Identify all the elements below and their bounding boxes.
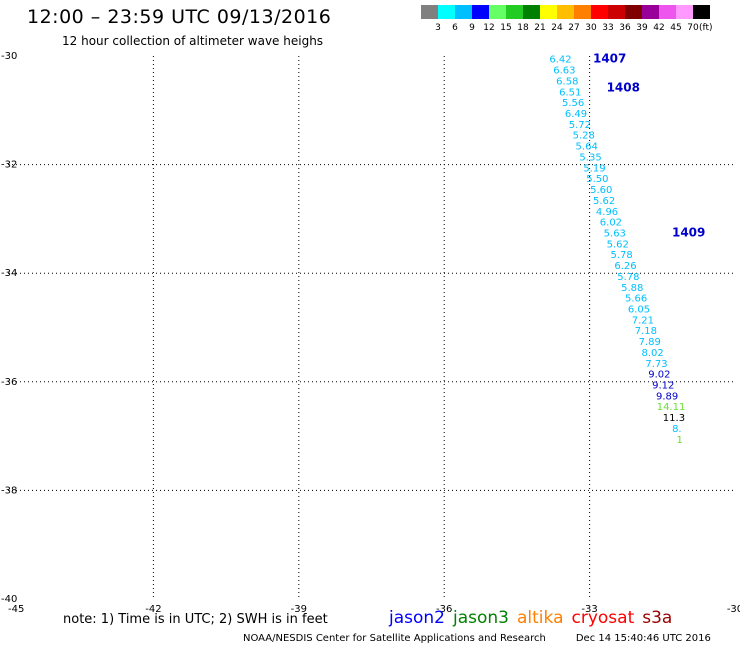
colorbar-swatch [472, 5, 489, 19]
colorbar-label: 45 [670, 23, 682, 33]
wave-height-label: 7.89 [639, 337, 661, 348]
colorbar-swatch [676, 5, 693, 19]
legend-jason2: jason2 [389, 608, 445, 628]
credit-text: NOAA/NESDIS Center for Satellite Applica… [243, 633, 546, 644]
wave-height-label: 5.78 [617, 272, 639, 283]
colorbar-swatch [455, 5, 472, 19]
latitude-tick-label: -34 [1, 268, 17, 279]
latitude-tick-label: -30 [1, 51, 17, 62]
wave-height-label: 6.02 [600, 218, 622, 229]
legend-altika: altika [517, 608, 564, 628]
latitude-tick-label: -38 [1, 485, 17, 496]
colorbar-unit: (ft) [699, 23, 713, 33]
wave-height-label: 6.05 [628, 304, 650, 315]
colorbar-label: 42 [653, 23, 665, 33]
wave-height-label: 5.56 [562, 98, 584, 109]
credit-line: NOAA/NESDIS Center for Satellite Applica… [243, 633, 711, 644]
colorbar-swatch [506, 5, 523, 19]
colorbar-label: 15 [500, 23, 512, 33]
colorbar-swatch [438, 5, 455, 19]
wave-height-label: 14.11 [657, 402, 686, 413]
pass-time-label: 1407 [593, 52, 626, 66]
colorbar-swatch [642, 5, 659, 19]
wave-height-label: 9.02 [648, 370, 670, 381]
colorbar-label: 70 [687, 23, 699, 33]
colorbar-label: 39 [636, 23, 648, 33]
wave-height-label: 6.49 [565, 109, 587, 120]
latitude-tick-label: -32 [1, 160, 17, 171]
longitude-tick-label: -33 [581, 604, 597, 615]
colorbar-swatch [574, 5, 591, 19]
colorbar-swatch [693, 5, 710, 19]
colorbar-label: 36 [619, 23, 631, 33]
colorbar-label: 30 [585, 23, 597, 33]
wave-height-label: 5.35 [579, 152, 601, 163]
colorbar-label: 9 [469, 23, 475, 33]
colorbar-swatch [489, 5, 506, 19]
latitude-tick-label: -40 [1, 594, 17, 605]
colorbar-swatch [557, 5, 574, 19]
footnote: note: 1) Time is in UTC; 2) SWH is in fe… [63, 612, 328, 627]
wave-height-label: 5.66 [625, 294, 647, 305]
colorbar-swatch [540, 5, 557, 19]
wave-height-label: 4.96 [596, 207, 618, 218]
legend-s3a: s3a [642, 608, 673, 628]
wave-height-label: 5.28 [573, 131, 595, 142]
wave-height-label: 8.02 [641, 348, 663, 359]
colorbar-label: 18 [517, 23, 529, 33]
colorbar-label: 27 [568, 23, 580, 33]
wave-height-label: 5.72 [569, 120, 591, 131]
wave-height-label: 5.62 [607, 239, 629, 250]
wave-height-label: 5.50 [586, 174, 608, 185]
longitude-tick-label: -42 [145, 604, 161, 615]
wave-height-label: 5.63 [604, 228, 626, 239]
longitude-tick-label: -30 [727, 604, 740, 615]
satellite-legend: jason2 jason3 altika cryosat s3a [389, 608, 680, 628]
colorbar-label: 3 [435, 23, 441, 33]
map-subtitle: 12 hour collection of altimeter wave hei… [62, 34, 324, 48]
longitude-tick-label: -39 [291, 604, 307, 615]
wave-height-label: 9.89 [656, 391, 678, 402]
map-title: 12:00 – 23:59 UTC 09/13/2016 [27, 6, 332, 28]
wave-height-label: 6.26 [614, 261, 636, 272]
wave-height-label: 5.88 [621, 283, 643, 294]
wave-height-label: 6.63 [553, 66, 575, 77]
latitude-tick-label: -36 [1, 377, 17, 388]
longitude-tick-label: -36 [436, 604, 452, 615]
pass-time-label: 1409 [672, 225, 705, 239]
colorbar-swatch [608, 5, 625, 19]
colorbar-swatch [421, 5, 438, 19]
wave-height-label: 7.18 [635, 326, 657, 337]
wave-height-label: 8. [672, 424, 682, 435]
longitude-tick-label: -45 [8, 604, 24, 615]
wave-height-label: 5.78 [610, 250, 632, 261]
colorbar-label: 6 [452, 23, 458, 33]
wave-height-label: 5.19 [583, 163, 605, 174]
colorbar-label: 24 [551, 23, 563, 33]
colorbar-label: 12 [483, 23, 495, 33]
wave-height-label: 1 [677, 435, 683, 446]
colorbar-swatch [591, 5, 608, 19]
wave-height-label: 6.58 [556, 76, 578, 87]
wave-height-label: 5.62 [593, 196, 615, 207]
wave-height-label: 7.73 [645, 359, 667, 370]
pass-time-label: 1408 [607, 80, 640, 94]
colorbar-swatch [625, 5, 642, 19]
colorbar-swatch [659, 5, 676, 19]
legend-cryosat: cryosat [571, 608, 635, 628]
wave-height-label: 9.12 [652, 381, 674, 392]
wave-height-label: 11.3 [663, 413, 685, 424]
colorbar-swatch [523, 5, 540, 19]
wave-height-label: 5.60 [590, 185, 612, 196]
wave-height-label: 7.21 [632, 315, 654, 326]
wave-height-label: 5.64 [576, 142, 598, 153]
wave-height-label: 6.51 [559, 87, 581, 98]
generation-timestamp: Dec 14 15:40:46 UTC 2016 [575, 633, 711, 644]
colorbar-label: 21 [534, 23, 546, 33]
colorbar-label: 33 [602, 23, 614, 33]
wave-height-label: 6.42 [549, 55, 571, 66]
legend-jason3: jason3 [453, 608, 509, 628]
